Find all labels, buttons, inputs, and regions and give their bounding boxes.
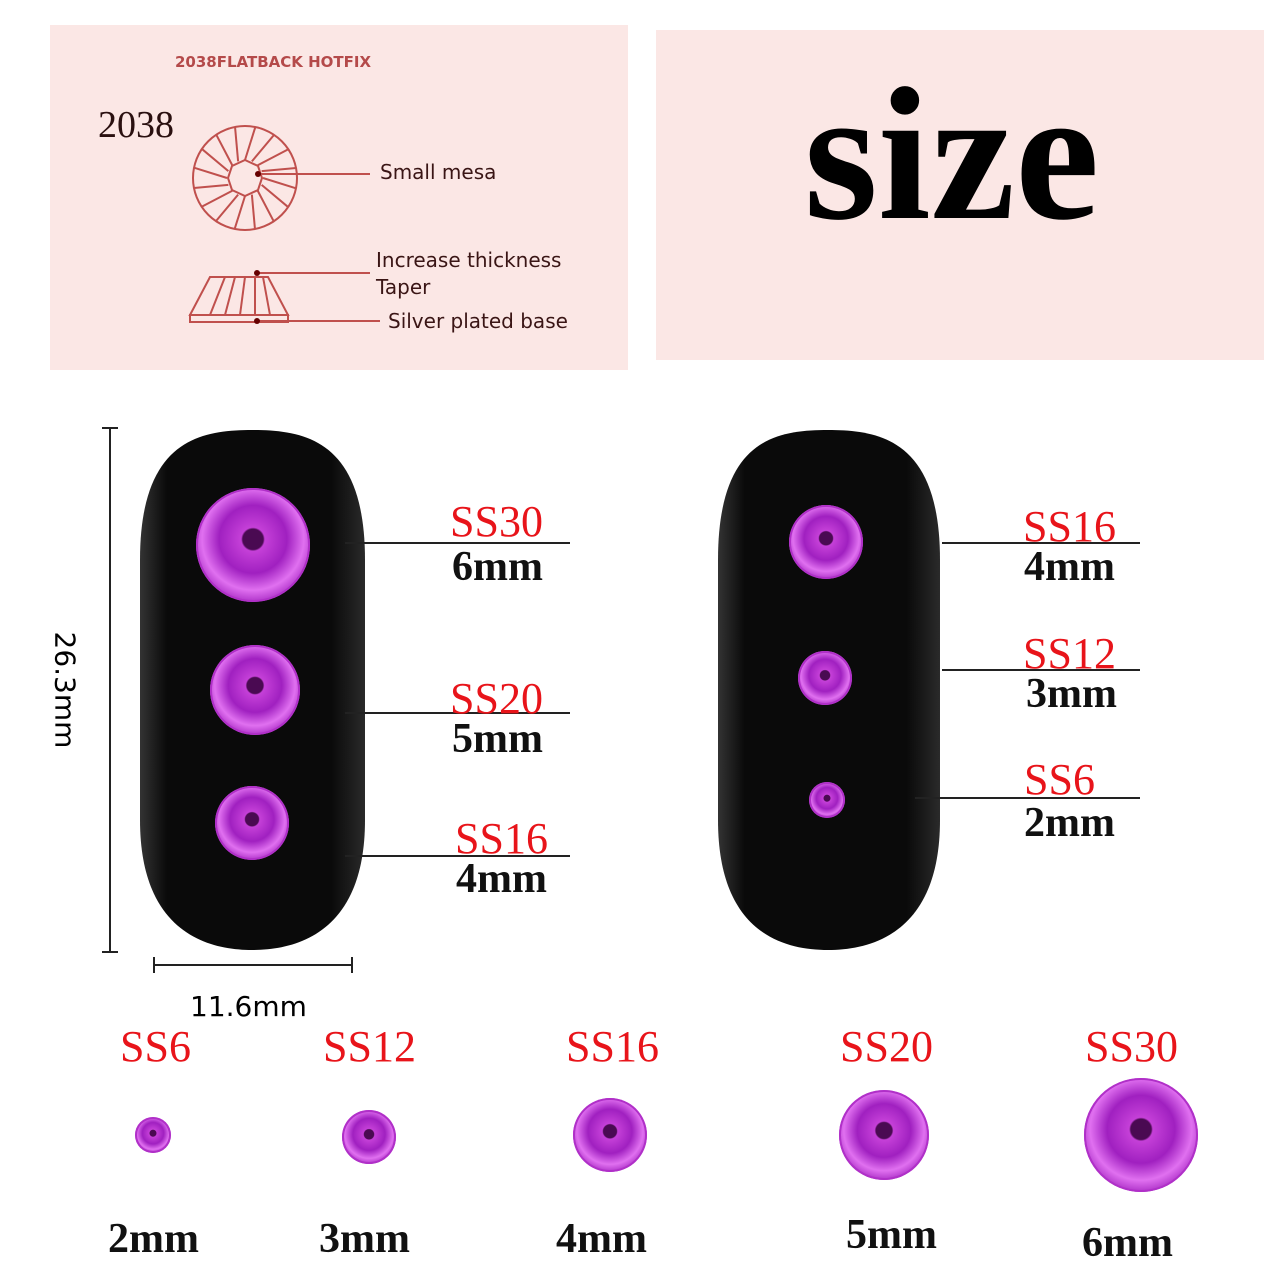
label-small-mesa: Small mesa xyxy=(380,160,497,184)
lineup-gem-ss20 xyxy=(839,1090,929,1180)
rhinestone-diagram xyxy=(188,125,380,324)
diagram-header: 2038FLATBACK HOTFIX xyxy=(175,53,372,71)
leader-line xyxy=(345,712,570,714)
model-number: 2038 xyxy=(98,104,174,146)
size-code: SS16 xyxy=(455,814,548,863)
lineup-code: SS20 xyxy=(840,1022,933,1071)
tick xyxy=(102,427,118,429)
lineup-gem-ss30 xyxy=(1084,1078,1198,1192)
gem-ss20 xyxy=(210,645,300,735)
size-mm: 4mm xyxy=(456,856,547,902)
lineup-code: SS12 xyxy=(323,1022,416,1071)
leader-line xyxy=(942,669,1140,671)
lineup-size: 6mm xyxy=(1082,1220,1173,1266)
size-mm: 2mm xyxy=(1024,800,1115,846)
label-taper: Taper xyxy=(376,275,431,299)
leader-line xyxy=(915,797,1140,799)
lineup-code: SS6 xyxy=(120,1022,191,1071)
gem-ss16 xyxy=(215,786,289,860)
lineup-size: 4mm xyxy=(556,1216,647,1262)
size-mm: 6mm xyxy=(452,544,543,590)
size-mm: 5mm xyxy=(452,716,543,762)
size-code: SS30 xyxy=(450,497,543,546)
label-silver-base: Silver plated base xyxy=(388,309,568,333)
size-code: SS12 xyxy=(1023,629,1116,678)
title-panel: size xyxy=(656,30,1264,360)
tick xyxy=(351,957,353,973)
diagram-panel: 2038FLATBACK HOTFIX 2038 Small mesa Incr… xyxy=(50,25,628,370)
width-label: 11.6mm xyxy=(190,990,307,1023)
lineup-size: 2mm xyxy=(108,1216,199,1262)
gem-ss12 xyxy=(798,651,852,705)
lineup-code: SS16 xyxy=(566,1022,659,1071)
lineup-size: 5mm xyxy=(846,1212,937,1258)
leader-line xyxy=(345,855,570,857)
width-dimension-line xyxy=(153,964,353,966)
gem-ss6 xyxy=(809,782,845,818)
lineup-gem-ss12 xyxy=(342,1110,396,1164)
size-mm: 4mm xyxy=(1024,544,1115,590)
size-mm: 3mm xyxy=(1026,671,1117,717)
size-code: SS20 xyxy=(450,674,543,723)
lineup-code: SS30 xyxy=(1085,1022,1178,1071)
height-dimension-line xyxy=(109,427,111,953)
leader-line xyxy=(942,542,1140,544)
label-increase-thickness: Increase thickness xyxy=(376,248,562,272)
lineup-size: 3mm xyxy=(319,1216,410,1262)
height-label: 26.3mm xyxy=(48,631,82,749)
title: size xyxy=(804,50,1100,260)
size-code: SS6 xyxy=(1024,755,1095,804)
gem-ss30 xyxy=(196,488,310,602)
size-code: SS16 xyxy=(1023,502,1116,551)
lineup-gem-ss16 xyxy=(573,1098,647,1172)
tick xyxy=(102,951,118,953)
gem-ss16 xyxy=(789,505,863,579)
lineup-gem-ss6 xyxy=(135,1117,171,1153)
leader-line xyxy=(345,542,570,544)
tick xyxy=(153,957,155,973)
